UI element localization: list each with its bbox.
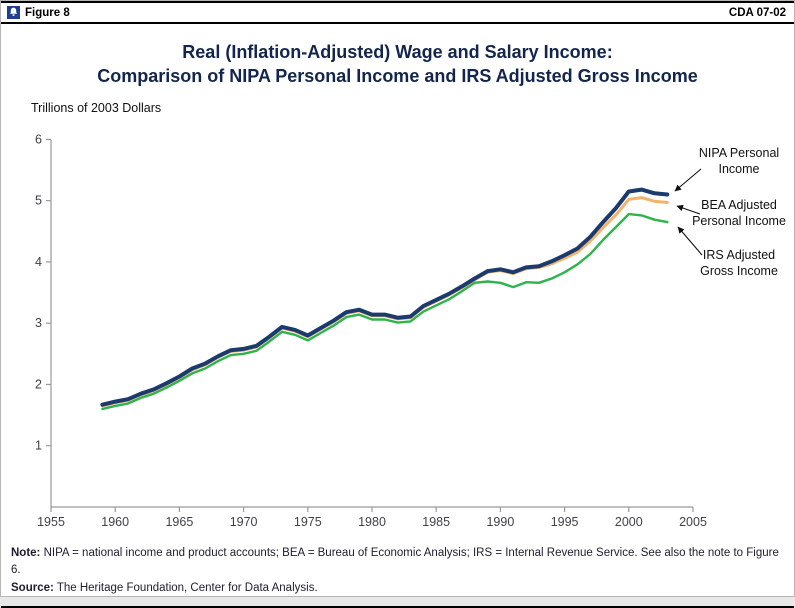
x-tick-label: 1985 xyxy=(422,515,450,529)
notes-block: Note: NIPA = national income and product… xyxy=(1,545,794,606)
chart-title-line1: Real (Inflation-Adjusted) Wage and Salar… xyxy=(182,42,613,62)
x-tick-label: 1970 xyxy=(230,515,258,529)
annotation-irs-line1: IRS Adjusted xyxy=(703,248,775,262)
y-axis-label: Trillions of 2003 Dollars xyxy=(31,100,162,115)
x-tick-label: 1965 xyxy=(165,515,193,529)
annotation-bea: BEA Adjusted Personal Income xyxy=(676,198,786,228)
x-tick-label: 2005 xyxy=(679,515,707,529)
source-label: Source: xyxy=(11,582,54,595)
annotation-irs-arrow xyxy=(677,226,703,255)
y-tick-label: 6 xyxy=(35,132,42,146)
note-line: Note: NIPA = national income and product… xyxy=(11,545,784,581)
y-tick-label: 2 xyxy=(35,377,42,391)
y-tick-label: 5 xyxy=(35,193,42,207)
annotation-nipa: NIPA Personal Income xyxy=(674,146,779,192)
annotation-irs: IRS Adjusted Gross Income xyxy=(677,226,778,278)
line-chart: 1955 1960 1965 1970 1975 1980 1985 1990 1995 2000… xyxy=(35,132,786,529)
annotation-nipa-arrow xyxy=(674,168,702,192)
annotation-bea-line2: Personal Income xyxy=(692,214,786,228)
x-tick-label: 1960 xyxy=(101,515,129,529)
chart-title: Real (Inflation-Adjusted) Wage and Salar… xyxy=(1,40,794,89)
heritage-bell-icon xyxy=(7,6,20,19)
series-line-irs-adjusted-gross-income xyxy=(101,212,669,410)
source-text: The Heritage Foundation, Center for Data… xyxy=(56,582,318,595)
x-tick-label: 1975 xyxy=(294,515,322,529)
annotation-nipa-line2: Income xyxy=(719,162,760,176)
annotation-bea-line1: BEA Adjusted xyxy=(701,198,777,212)
header: Figure 8 CDA 07-02 xyxy=(1,3,794,24)
chart-title-line2: Comparison of NIPA Personal Income and I… xyxy=(97,66,698,87)
y-tick-label: 1 xyxy=(35,438,42,452)
x-tick-label: 1990 xyxy=(486,515,514,529)
annotation-nipa-line1: NIPA Personal xyxy=(699,146,779,160)
header-left: Figure 8 xyxy=(7,6,70,19)
y-tick-label: 3 xyxy=(35,316,42,330)
note-text: NIPA = national income and product accou… xyxy=(11,546,779,577)
y-tick-label: 4 xyxy=(35,255,42,269)
annotation-bea-arrow xyxy=(676,204,701,215)
doc-code: CDA 07-02 xyxy=(728,6,786,19)
x-tick-label: 1955 xyxy=(37,515,65,529)
series-line-bea-adjusted-personal-income xyxy=(100,195,669,407)
source-line: Source: The Heritage Foundation, Center … xyxy=(11,580,784,598)
series-line-nipa-personal-income xyxy=(100,187,670,407)
top-rule xyxy=(1,1,794,3)
note-label: Note: xyxy=(11,546,41,559)
x-tick-label: 1995 xyxy=(551,515,579,529)
x-tick-label: 2000 xyxy=(615,515,643,529)
annotation-irs-line2: Gross Income xyxy=(700,264,778,278)
figure-label: Figure 8 xyxy=(25,6,70,19)
x-tick-label: 1980 xyxy=(358,515,386,529)
